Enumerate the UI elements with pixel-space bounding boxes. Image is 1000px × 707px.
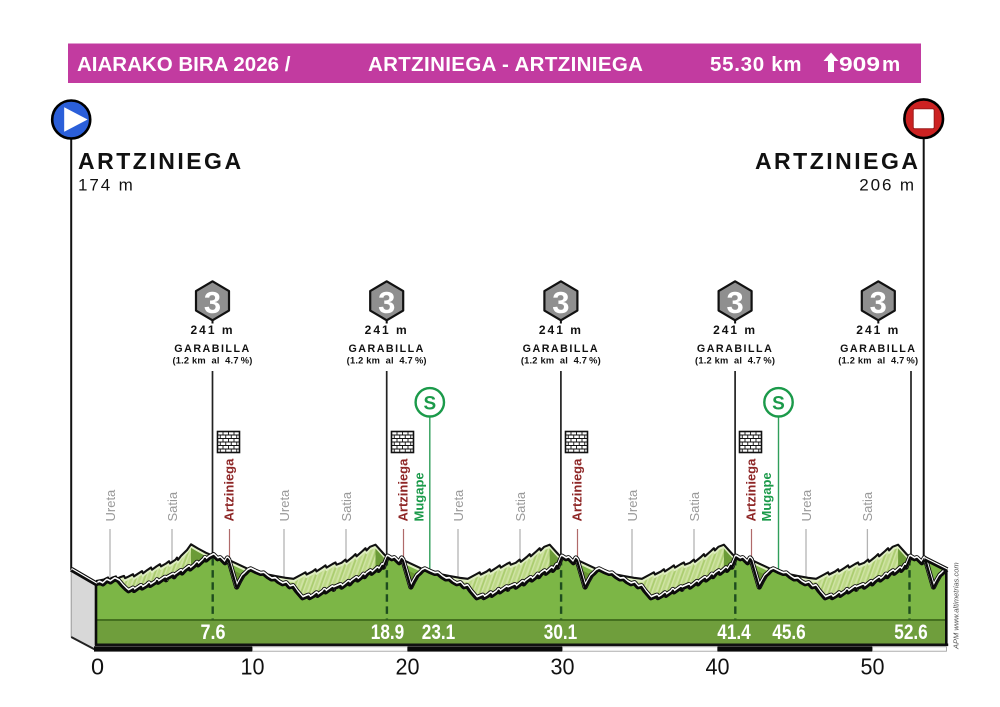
svg-text:Mugape: Mugape	[759, 472, 774, 521]
svg-text:174 m: 174 m	[78, 176, 135, 195]
svg-text:m: m	[882, 53, 900, 76]
svg-text:206 m: 206 m	[859, 176, 916, 195]
svg-text:APM www.altimetrias.com: APM www.altimetrias.com	[952, 562, 961, 650]
svg-text:Satia: Satia	[165, 491, 180, 521]
svg-text:S: S	[423, 393, 436, 414]
svg-text:GARABILLA: GARABILLA	[174, 343, 250, 355]
svg-text:18.9: 18.9	[371, 620, 405, 644]
svg-text:30.1: 30.1	[544, 620, 578, 644]
svg-text:(1.2 km al 4.7 %): (1.2 km al 4.7 %)	[838, 356, 918, 366]
svg-text:Mugape: Mugape	[412, 472, 427, 521]
svg-text:Satia: Satia	[513, 491, 528, 521]
svg-text:7.6: 7.6	[201, 620, 226, 644]
svg-text:(1.2 km al 4.7 %): (1.2 km al 4.7 %)	[521, 356, 601, 366]
svg-text:Ureta: Ureta	[277, 489, 292, 522]
svg-text:ARTZINIEGA: ARTZINIEGA	[755, 148, 921, 174]
svg-text:241 m: 241 m	[713, 323, 757, 337]
svg-text:Artziniega: Artziniega	[744, 458, 759, 522]
svg-text:Artziniega: Artziniega	[222, 458, 237, 522]
svg-text:Artziniega: Artziniega	[396, 458, 411, 522]
svg-text:30: 30	[551, 654, 575, 680]
svg-text:AIARAKO BIRA 2026 /: AIARAKO BIRA 2026 /	[77, 53, 291, 76]
svg-text:Satia: Satia	[339, 491, 354, 521]
svg-text:GARABILLA: GARABILLA	[348, 343, 424, 355]
svg-text:Satia: Satia	[860, 491, 875, 521]
svg-text:Ureta: Ureta	[799, 489, 814, 522]
svg-text:41.4: 41.4	[717, 620, 751, 644]
svg-text:(1.2 km al 4.7 %): (1.2 km al 4.7 %)	[695, 356, 775, 366]
svg-text:Ureta: Ureta	[625, 489, 640, 522]
svg-text:10: 10	[241, 654, 265, 680]
svg-text:(1.2 km al 4.7 %): (1.2 km al 4.7 %)	[347, 356, 427, 366]
svg-text:241 m: 241 m	[856, 323, 900, 337]
svg-text:Satia: Satia	[687, 491, 702, 521]
svg-text:909: 909	[839, 53, 880, 76]
svg-text:ARTZINIEGA - ARTZINIEGA: ARTZINIEGA - ARTZINIEGA	[368, 53, 643, 76]
svg-text:50: 50	[861, 654, 885, 680]
svg-text:GARABILLA: GARABILLA	[523, 343, 599, 355]
svg-text:GARABILLA: GARABILLA	[840, 343, 916, 355]
svg-text:0: 0	[91, 654, 104, 680]
svg-text:S: S	[772, 393, 785, 414]
svg-text:40: 40	[706, 654, 730, 680]
svg-text:Ureta: Ureta	[451, 489, 466, 522]
svg-text:241 m: 241 m	[539, 323, 583, 337]
svg-text:Ureta: Ureta	[103, 489, 118, 522]
svg-text:Artziniega: Artziniega	[570, 458, 585, 522]
svg-text:55.30 km: 55.30 km	[710, 53, 802, 76]
svg-text:45.6: 45.6	[772, 620, 806, 644]
svg-text:241 m: 241 m	[190, 323, 234, 337]
svg-text:20: 20	[396, 654, 420, 680]
svg-text:GARABILLA: GARABILLA	[697, 343, 773, 355]
svg-text:241 m: 241 m	[365, 323, 409, 337]
svg-text:(1.2 km al 4.7 %): (1.2 km al 4.7 %)	[172, 356, 252, 366]
svg-text:52.6: 52.6	[894, 620, 928, 644]
svg-text:23.1: 23.1	[422, 620, 456, 644]
svg-text:ARTZINIEGA: ARTZINIEGA	[78, 148, 244, 174]
